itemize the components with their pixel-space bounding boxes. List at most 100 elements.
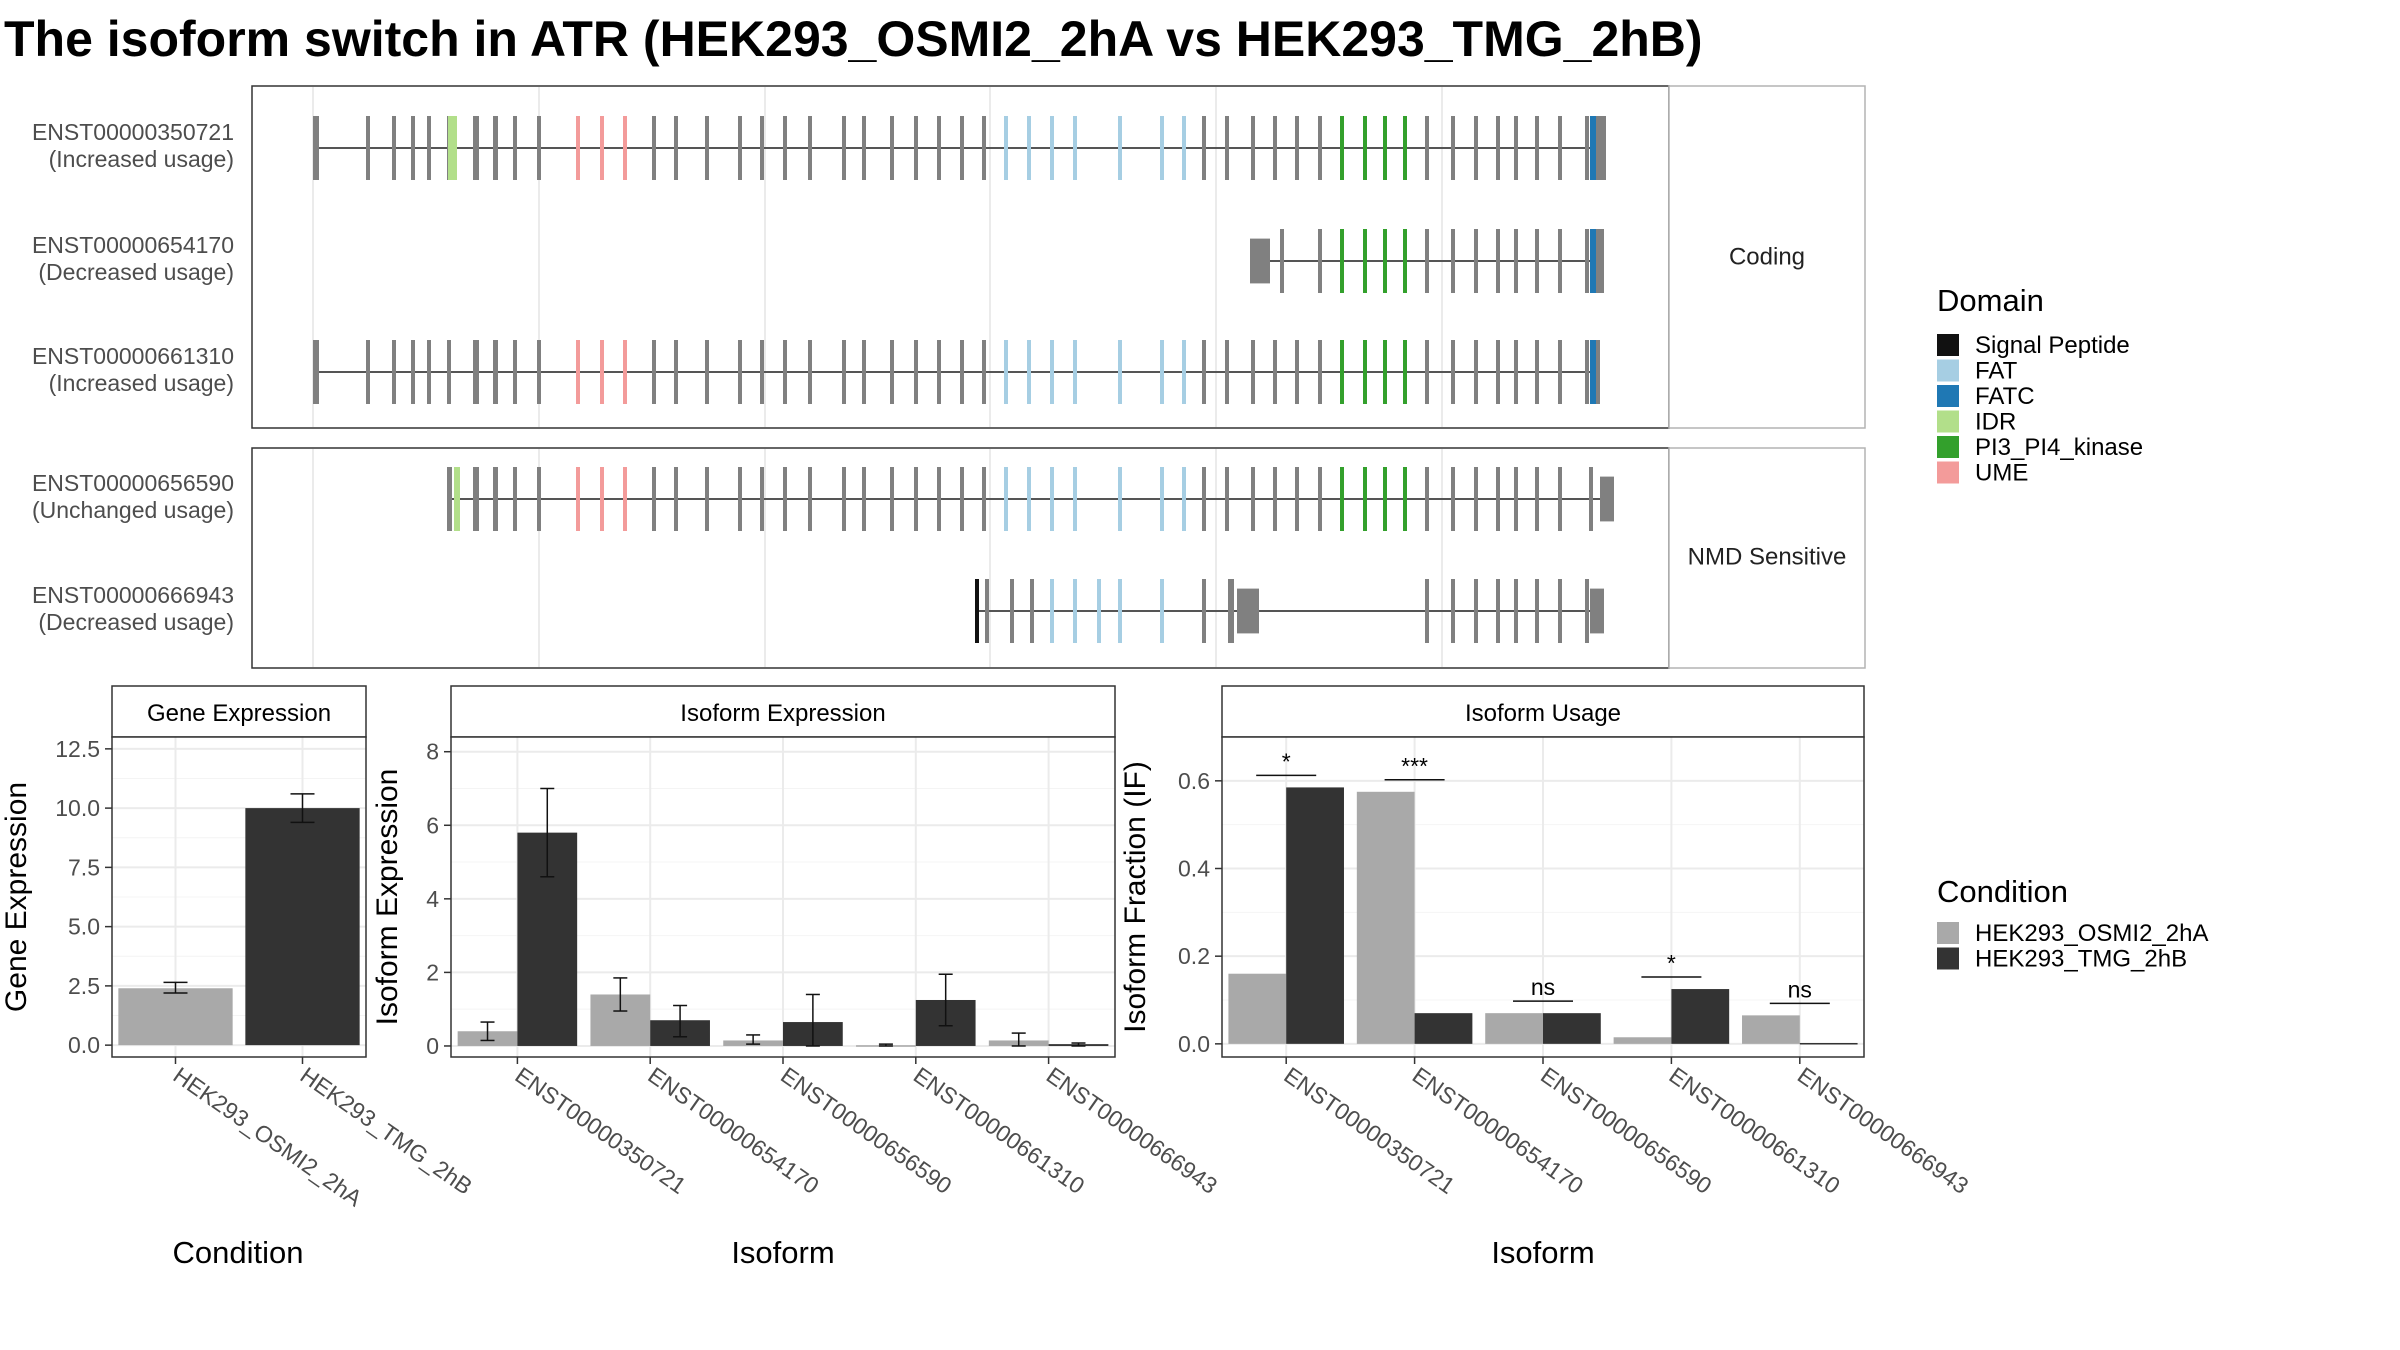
y-tick-label: 8 — [426, 739, 439, 765]
condition-legend-swatch — [1937, 922, 1959, 944]
exon-block — [1202, 340, 1206, 404]
significance-label: ns — [1531, 974, 1555, 1000]
exon-block — [1295, 467, 1299, 531]
exon-block — [493, 340, 498, 404]
exon-block — [1225, 467, 1229, 531]
exon-block — [1383, 116, 1387, 180]
exon-block — [1250, 238, 1270, 284]
exon-block — [1318, 229, 1322, 293]
transcript-group-label: NMD Sensitive — [1688, 543, 1847, 570]
exon-block — [1585, 229, 1589, 293]
exon-block — [674, 467, 678, 531]
exon-block — [623, 467, 627, 531]
exon-block — [1514, 467, 1518, 531]
exon-block — [411, 116, 415, 180]
exon-block — [1363, 467, 1367, 531]
exon-block — [427, 116, 431, 180]
exon-block — [960, 340, 964, 404]
exon-block — [454, 467, 460, 531]
exon-block — [1590, 116, 1596, 180]
exon-block — [1451, 467, 1455, 531]
exon-block — [652, 116, 656, 180]
exon-block — [1383, 467, 1387, 531]
exon-block — [1403, 340, 1407, 404]
exon-block — [1118, 467, 1122, 531]
exon-block — [1596, 340, 1600, 404]
exon-block — [738, 340, 742, 404]
exon-block — [411, 340, 415, 404]
exon-block — [1514, 116, 1518, 180]
exon-block — [1182, 116, 1186, 180]
exon-block — [1273, 116, 1277, 180]
y-tick-label: 0 — [426, 1033, 439, 1059]
exon-block — [1383, 340, 1387, 404]
chart-title: Isoform Usage — [1465, 700, 1621, 727]
exon-block — [493, 467, 498, 531]
bar — [118, 988, 233, 1046]
exon-block — [473, 340, 479, 404]
exon-block — [808, 116, 812, 180]
significance-label: *** — [1401, 753, 1428, 779]
exon-block — [982, 116, 986, 180]
y-tick-label: 12.5 — [55, 736, 100, 762]
y-tick-label: 0.0 — [1178, 1031, 1210, 1057]
exon-block — [1403, 467, 1407, 531]
exon-block — [392, 116, 396, 180]
exon-block — [1050, 116, 1054, 180]
exon-block — [1590, 588, 1604, 634]
y-tick-label: 0.2 — [1178, 943, 1210, 969]
exon-block — [1451, 579, 1455, 643]
y-tick-label: 0.4 — [1178, 856, 1210, 882]
transcript-id-label: ENST00000661310 — [32, 343, 234, 369]
exon-block — [1340, 116, 1344, 180]
exon-block — [1073, 340, 1077, 404]
exon-block — [1558, 579, 1562, 643]
bar — [245, 808, 360, 1046]
exon-block — [1030, 579, 1034, 643]
exon-block — [1425, 229, 1429, 293]
transcript-usage-label: (Increased usage) — [49, 146, 234, 172]
exon-block — [537, 340, 541, 404]
exon-block — [1251, 116, 1255, 180]
transcript-id-label: ENST00000654170 — [32, 232, 234, 258]
exon-block — [1496, 116, 1500, 180]
exon-block — [392, 340, 396, 404]
exon-block — [1558, 116, 1562, 180]
x-axis-title: Condition — [173, 1235, 304, 1270]
domain-legend-label: UME — [1975, 460, 2028, 487]
exon-block — [600, 340, 604, 404]
exon-block — [1383, 229, 1387, 293]
exon-block — [890, 467, 894, 531]
exon-block — [1535, 340, 1539, 404]
chart-title-strip — [111, 685, 367, 738]
domain-legend-title: Domain — [1937, 283, 2044, 318]
x-axis-title: Isoform — [731, 1235, 834, 1270]
exon-block — [313, 116, 319, 180]
domain-legend-label: FAT — [1975, 358, 2018, 385]
exon-block — [1251, 340, 1255, 404]
exon-block — [447, 467, 452, 531]
exon-block — [1118, 579, 1122, 643]
y-tick-label: 4 — [426, 886, 439, 912]
transcript-id-label: ENST00000656590 — [32, 470, 234, 496]
exon-block — [1182, 467, 1186, 531]
bar — [1543, 1013, 1601, 1044]
exon-block — [1474, 467, 1478, 531]
exon-block — [513, 116, 517, 180]
domain-legend-swatch — [1937, 461, 1959, 484]
exon-block — [674, 116, 678, 180]
y-tick-label: 5.0 — [68, 914, 100, 940]
y-tick-label: 10.0 — [55, 795, 100, 821]
y-tick-label: 7.5 — [68, 854, 100, 880]
exon-block — [1160, 467, 1164, 531]
exon-block — [937, 467, 941, 531]
exon-block — [513, 467, 517, 531]
chart-panel-border — [450, 736, 1116, 1058]
domain-legend-label: Signal Peptide — [1975, 332, 2130, 359]
exon-block — [1050, 579, 1054, 643]
exon-block — [1340, 467, 1344, 531]
exon-block — [914, 116, 918, 180]
exon-block — [705, 467, 709, 531]
exon-block — [537, 467, 541, 531]
exon-block — [760, 467, 764, 531]
